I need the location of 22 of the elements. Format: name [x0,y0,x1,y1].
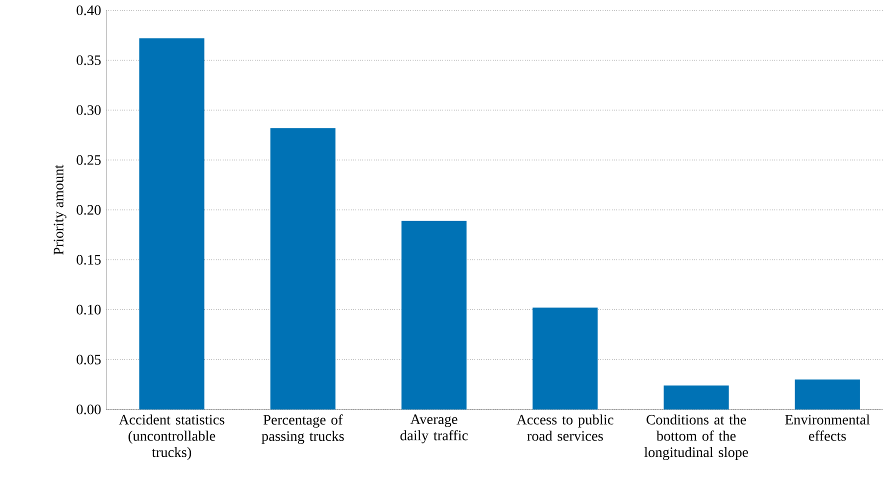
x-tick-label: Accident statistics (uncontrollable trucks) [118,414,224,460]
y-tick-label: 0.30 [76,105,101,115]
bar [794,379,860,410]
bar [270,128,336,410]
y-tick-label: 0.15 [76,254,101,265]
x-tick-label: Environmental effects [785,414,870,441]
y-tick-label: 0.25 [76,155,101,165]
bar [139,38,204,410]
y-tick-label: 0.40 [76,5,101,16]
bar [664,385,729,410]
y-tick-label: 0.05 [76,354,101,364]
bar [532,308,598,410]
x-tick-label: Average daily traffic [400,414,468,444]
x-tick-label: Access to public road services [516,414,614,441]
x-tick-label: Conditions at the bottom of the longitudinal slope [644,414,748,460]
bar [401,220,467,410]
y-axis-title: Priority amount [54,164,66,255]
y-tick-label: 0.20 [76,204,101,215]
y-tick-label: 0.00 [76,404,101,414]
y-tick-label: 0.35 [76,55,101,65]
y-tick-label: 0.10 [76,304,101,314]
x-tick-label: Percentage of passing trucks [262,414,344,444]
